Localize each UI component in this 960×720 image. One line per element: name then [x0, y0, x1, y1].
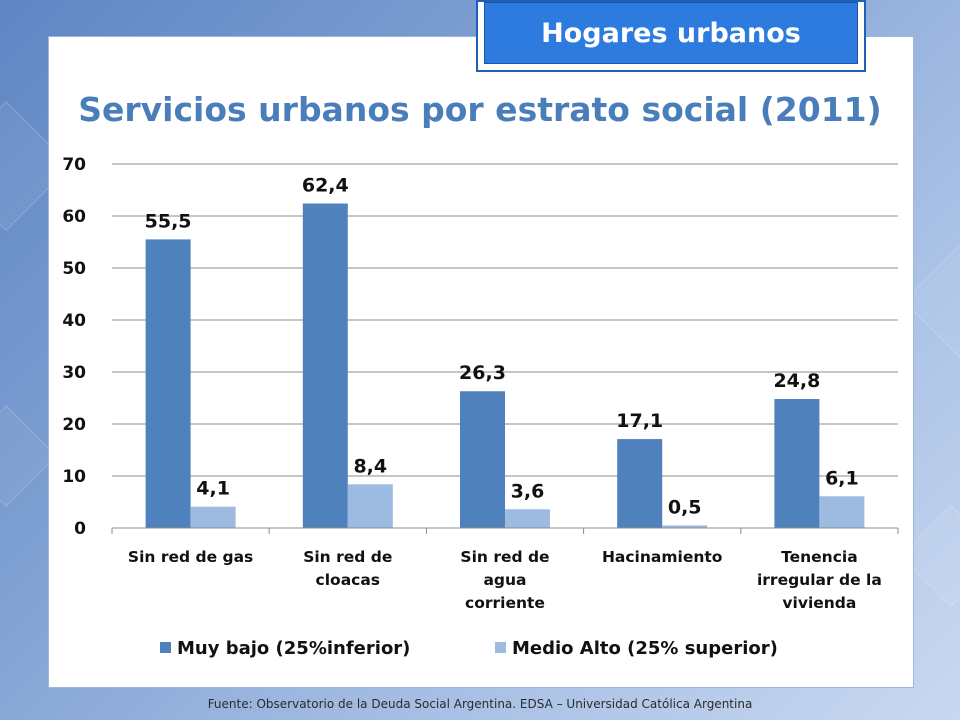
bar	[347, 484, 393, 528]
y-tick-label: 10	[62, 467, 86, 487]
chart-title: Servicios urbanos por estrato social (20…	[78, 90, 882, 129]
data-label: 3,6	[511, 480, 545, 502]
y-tick-label: 60	[62, 207, 86, 227]
bar	[505, 509, 550, 528]
y-tick-label: 20	[62, 415, 86, 435]
data-label: 8,4	[353, 455, 387, 477]
legend-label: Medio Alto (25% superior)	[512, 638, 778, 659]
legend-label: Muy bajo (25%inferior)	[177, 638, 410, 659]
x-category-label: cloacas	[316, 571, 380, 589]
section-badge: Hogares urbanos	[476, 0, 866, 72]
y-tick-label: 50	[62, 259, 86, 279]
y-tick-label: 0	[74, 519, 86, 539]
bar	[774, 399, 820, 528]
x-category-label: Sin red de	[303, 548, 392, 566]
x-category-label: Sin red de gas	[128, 548, 253, 566]
x-category-label: agua	[483, 571, 526, 589]
bar	[190, 506, 236, 528]
section-badge-fill: Hogares urbanos	[484, 2, 858, 64]
bar	[302, 203, 348, 528]
y-tick-label: 40	[62, 311, 86, 331]
x-category-label: corriente	[465, 594, 545, 612]
slide-panel	[48, 36, 914, 688]
bar	[145, 239, 191, 528]
bar	[460, 391, 505, 528]
data-label: 6,1	[825, 467, 859, 489]
data-label: 24,8	[773, 370, 820, 392]
data-label: 0,5	[668, 496, 702, 518]
data-label: 62,4	[302, 175, 349, 197]
data-label: 4,1	[196, 478, 230, 500]
x-category-label: Hacinamiento	[602, 548, 723, 566]
section-badge-label: Hogares urbanos	[541, 17, 801, 49]
bar	[662, 525, 708, 528]
data-label: 55,5	[145, 210, 192, 232]
source-footnote: Fuente: Observatorio de la Deuda Social …	[207, 697, 753, 711]
x-category-label: vivienda	[782, 594, 856, 612]
legend-swatch	[160, 642, 171, 653]
x-category-label: Tenencia	[781, 548, 858, 566]
data-label: 17,1	[616, 410, 663, 432]
bar	[617, 439, 663, 528]
bar	[819, 496, 865, 528]
x-category-label: Sin red de	[460, 548, 549, 566]
x-category-label: irregular de la	[757, 571, 882, 589]
y-tick-label: 30	[62, 363, 86, 383]
legend-swatch	[495, 642, 506, 653]
data-label: 26,3	[459, 362, 506, 384]
y-tick-label: 70	[62, 155, 86, 175]
